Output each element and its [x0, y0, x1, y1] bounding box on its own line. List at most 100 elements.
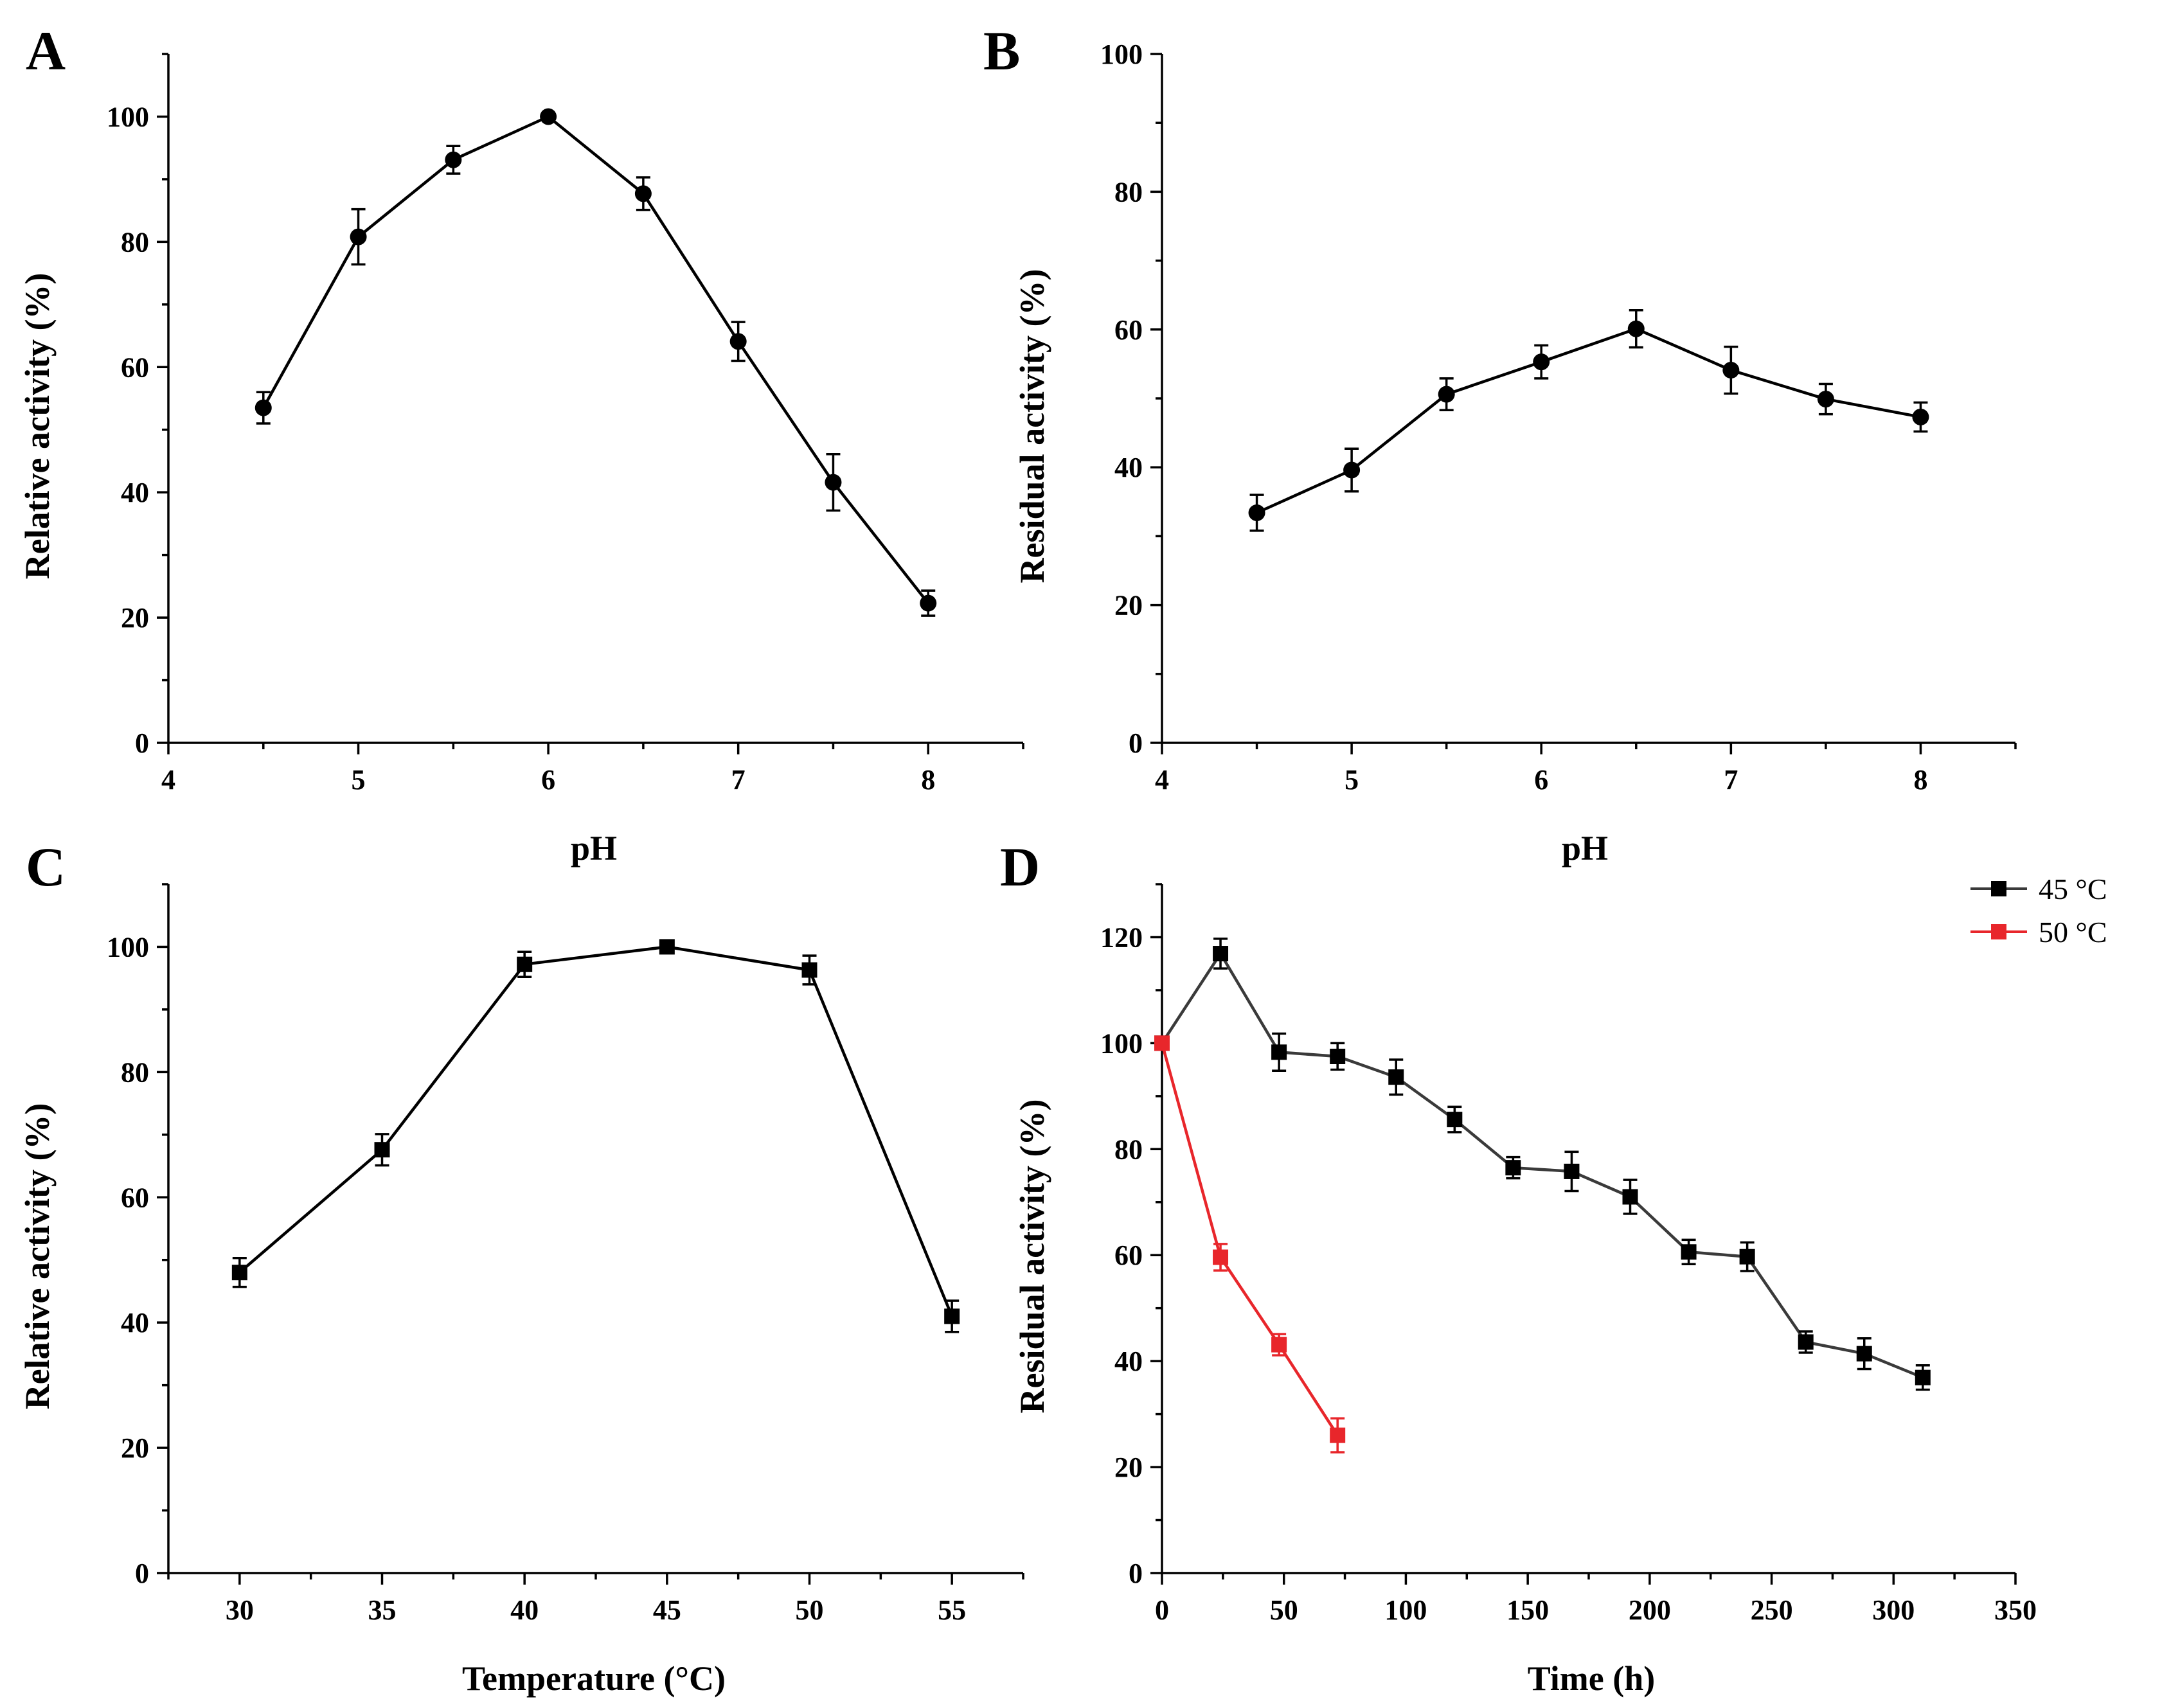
- panel-d-data-point: [1213, 1249, 1229, 1265]
- panel-d-y-title: Residual activity (%): [1013, 1099, 1051, 1414]
- panel-d-data-point: [1154, 1035, 1170, 1051]
- panel-b-y-tick-label: 0: [1129, 727, 1143, 759]
- panel-a-y-tick-label: 0: [135, 727, 149, 759]
- panel-d-x-title: Time (h): [1528, 1659, 1656, 1698]
- panel-d-x-tick-label: 150: [1506, 1594, 1549, 1626]
- panel-c-x-title: Temperature (°C): [462, 1659, 726, 1698]
- panel-a-data-point: [920, 594, 937, 612]
- panel-c-y-tick-label: 40: [121, 1307, 149, 1339]
- panel-d-data-point: [1505, 1160, 1521, 1176]
- panel-d-x-tick-label: 50: [1270, 1594, 1298, 1626]
- panel-d-y-tick-label: 40: [1114, 1346, 1143, 1377]
- panel-c-x-tick-label: 30: [226, 1594, 254, 1626]
- panel-a-y-tick-label: 60: [121, 351, 149, 383]
- panel-c-data-point: [517, 956, 533, 972]
- panel-c-series-0-line: [238, 945, 954, 1317]
- panel-a-x-tick-label: 6: [541, 764, 555, 796]
- panel-b-y-tick-label: 40: [1114, 452, 1143, 483]
- panel-d-data-point: [1856, 1346, 1872, 1362]
- panel-d-x-tick-label: 350: [1994, 1594, 2037, 1626]
- panel-b-data-point: [1627, 320, 1645, 337]
- panel-c-y-tick-label: 0: [135, 1558, 149, 1589]
- legend-label-45: 45 °C: [2039, 873, 2107, 905]
- panel-d-series-0-line: [1161, 952, 1924, 1379]
- panel-b-x-tick-label: 5: [1345, 764, 1359, 796]
- panel-a-data-point: [825, 474, 842, 491]
- panel-a-data-point: [350, 228, 367, 245]
- panel-a-data-point: [729, 333, 747, 350]
- panel-a-data-point: [255, 399, 272, 416]
- panel-b-data-point: [1438, 386, 1455, 403]
- panel-b-y-tick-label: 100: [1100, 39, 1143, 70]
- panel-d-legend: 45 °C 50 °C: [1970, 873, 2107, 948]
- panel-d-x-tick-label: 0: [1155, 1594, 1169, 1626]
- panel-a-data-point: [445, 151, 462, 168]
- panel-d-data-point: [1388, 1069, 1404, 1085]
- panel-b: B pH Residual activity (%) 4 5 6 7 802040608…: [983, 20, 2017, 867]
- legend-label-50: 50 °C: [2039, 916, 2107, 948]
- panel-c-x-tick-label: 55: [938, 1594, 966, 1626]
- panel-a-y-tick-label: 40: [121, 477, 149, 508]
- panel-a-x-tick-label: 4: [161, 764, 175, 796]
- panel-d-y-tick-label: 60: [1114, 1240, 1143, 1271]
- panel-c-x-tick-label: 35: [368, 1594, 397, 1626]
- panel-a-x-tick-label: 7: [731, 764, 746, 796]
- panel-d-data-point: [1447, 1112, 1463, 1128]
- panel-d-data-point: [1798, 1334, 1814, 1350]
- panel-c-data-point: [801, 962, 817, 978]
- panel-b-y-title: Residual activity (%): [1013, 269, 1051, 583]
- panel-c-data-point: [659, 939, 675, 955]
- panel-c-y-title: Relative activity (%): [18, 1103, 57, 1410]
- panel-b-series-0-line: [1256, 327, 1921, 515]
- panel-b-data-point: [1912, 408, 1929, 425]
- panel-d-y-tick-label: 100: [1100, 1027, 1143, 1059]
- panel-a: A pH Relative activity (%) 4 5 6 7 802040608…: [18, 20, 1024, 867]
- panel-d-data-point: [1681, 1244, 1697, 1260]
- panel-b-x-tick-label: 4: [1155, 764, 1169, 796]
- panel-c-y-tick-label: 20: [121, 1432, 149, 1464]
- panel-d-x-tick-label: 250: [1751, 1594, 1793, 1626]
- panel-d-data-point: [1330, 1049, 1346, 1064]
- panel-c-data-point: [944, 1308, 960, 1324]
- panel-c-x-tick-label: 45: [653, 1594, 681, 1626]
- panel-b-data-point: [1817, 391, 1834, 408]
- panel-letter-c: C: [26, 836, 66, 898]
- panel-letter-a: A: [26, 20, 66, 82]
- panel-d-data-point: [1271, 1044, 1287, 1060]
- panel-b-x-tick-label: 7: [1724, 764, 1738, 796]
- panel-letter-d: D: [1000, 836, 1040, 898]
- panel-a-x-tick-label: 8: [921, 764, 935, 796]
- panel-d-data-point: [1564, 1163, 1580, 1179]
- panel-d: D Time (h) Residual activity (%) 45 °C 5…: [1000, 836, 2107, 1698]
- panel-d-y-tick-label: 80: [1114, 1134, 1143, 1165]
- panel-c-data-point: [231, 1265, 247, 1281]
- panel-a-y-tick-label: 80: [121, 226, 149, 258]
- panel-c-x-tick-label: 50: [796, 1594, 824, 1626]
- panel-c-y-tick-label: 100: [107, 931, 149, 963]
- panel-d-x-tick-label: 300: [1872, 1594, 1915, 1626]
- panel-b-data-point: [1343, 461, 1361, 479]
- panel-b-data-point: [1722, 362, 1740, 379]
- panel-a-y-tick-label: 100: [107, 101, 149, 132]
- panel-d-data-point: [1213, 946, 1229, 962]
- panel-d-data-point: [1271, 1337, 1287, 1353]
- panel-d-data-point: [1622, 1189, 1638, 1205]
- panel-b-data-point: [1248, 504, 1265, 521]
- panel-a-x-title: pH: [571, 829, 617, 867]
- panel-a-x-tick-label: 5: [352, 764, 366, 796]
- legend-swatch-marker-50: [1991, 924, 2006, 939]
- panel-b-x-tick-label: 8: [1913, 764, 1927, 796]
- panel-a-series-0-line: [262, 115, 929, 605]
- panel-b-y-tick-label: 80: [1114, 176, 1143, 208]
- panel-b-y-tick-label: 60: [1114, 314, 1143, 346]
- panel-a-y-title: Relative activity (%): [18, 273, 57, 580]
- panel-b-x-tick-label: 6: [1534, 764, 1548, 796]
- panel-d-series-1-line: [1160, 1042, 1339, 1436]
- panel-c-y-tick-label: 60: [121, 1182, 149, 1213]
- panel-d-data-point: [1915, 1369, 1931, 1385]
- legend-swatch-marker-45: [1991, 881, 2006, 896]
- panel-d-data-point: [1330, 1427, 1346, 1443]
- panel-d-data-point: [1739, 1249, 1755, 1265]
- panel-d-y-tick-label: 20: [1114, 1452, 1143, 1483]
